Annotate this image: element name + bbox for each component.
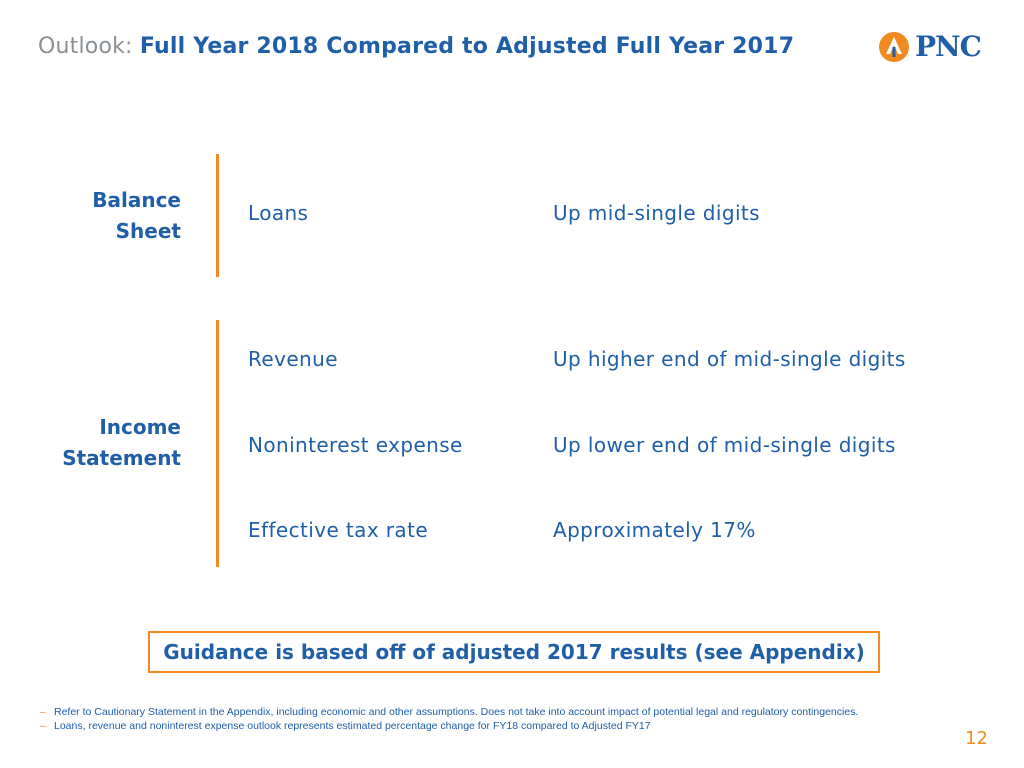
footnote-dash: – (40, 720, 46, 732)
balance-sheet-divider (216, 154, 219, 277)
revenue-value: Up higher end of mid-single digits (553, 347, 906, 371)
loans-item: Loans (248, 201, 309, 225)
effective-tax-rate-item: Effective tax rate (248, 518, 429, 542)
noninterest-expense-item: Noninterest expense (248, 433, 463, 457)
page-number: 12 (965, 728, 988, 749)
income-statement-label-line2: Statement (62, 446, 181, 470)
footnotes: – Refer to Cautionary Statement in the A… (40, 705, 940, 733)
pnc-logo-icon (879, 32, 909, 62)
guidance-callout: Guidance is based off of adjusted 2017 r… (148, 631, 880, 673)
guidance-callout-text: Guidance is based off of adjusted 2017 r… (163, 640, 865, 664)
footnote-text: Loans, revenue and noninterest expense o… (54, 720, 651, 732)
income-statement-divider (216, 320, 219, 567)
footnote-item: – Refer to Cautionary Statement in the A… (40, 705, 940, 719)
footnote-item: – Loans, revenue and noninterest expense… (40, 719, 940, 733)
footnote-text: Refer to Cautionary Statement in the App… (54, 706, 859, 718)
balance-sheet-label-line2: Sheet (115, 219, 181, 243)
title-main: Full Year 2018 Compared to Adjusted Full… (139, 34, 795, 59)
title-lead: Outlook: (38, 34, 133, 59)
page-title: Outlook: Full Year 2018 Compared to Adju… (38, 34, 794, 59)
effective-tax-rate-value: Approximately 17% (553, 518, 756, 542)
balance-sheet-label-line1: Balance (92, 188, 181, 212)
revenue-item: Revenue (248, 347, 338, 371)
footnote-dash: – (40, 706, 46, 718)
pnc-logo-text: PNC (915, 30, 982, 63)
loans-value: Up mid-single digits (553, 201, 760, 225)
income-statement-label: Income Statement (62, 412, 181, 474)
income-statement-label-line1: Income (99, 415, 181, 439)
balance-sheet-label: Balance Sheet (92, 185, 181, 247)
noninterest-expense-value: Up lower end of mid-single digits (553, 433, 896, 457)
pnc-logo: PNC (877, 30, 989, 66)
